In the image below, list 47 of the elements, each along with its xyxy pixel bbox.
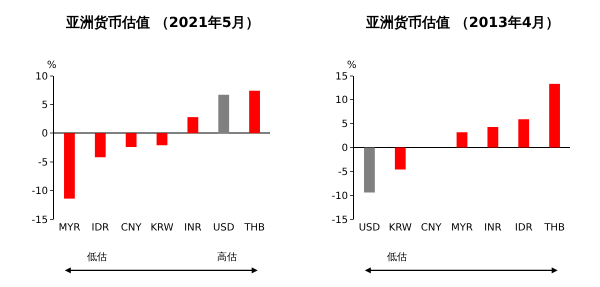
x-tick-label: MYR: [451, 222, 473, 234]
y-tick-label: 5: [342, 119, 348, 130]
y-tick-label: 15: [335, 71, 348, 82]
bar: [218, 94, 230, 134]
y-tick-label: 10: [35, 71, 48, 82]
bar: [456, 132, 468, 148]
text: 低估: [387, 252, 407, 263]
x-tick-label: USD: [213, 222, 235, 234]
bar: [64, 133, 75, 199]
x-tick-label: CNY: [120, 222, 142, 234]
y-tick-label: 0: [342, 143, 348, 154]
y-tick-label: -5: [338, 166, 348, 178]
y-tick-label: 5: [42, 100, 48, 111]
y-tick-label: 0: [42, 128, 48, 140]
x-tick-label: THB: [243, 222, 265, 234]
x-tick-label: USD: [358, 222, 380, 234]
bar: [364, 148, 375, 192]
bar: [156, 133, 168, 146]
x-tick-label: CNY: [420, 222, 442, 234]
bar: [94, 133, 106, 158]
x-tick-label: KRW: [388, 222, 412, 234]
text: 低估: [87, 252, 107, 263]
text: 高估: [217, 251, 237, 263]
y-tick-label: -15: [32, 214, 48, 226]
x-tick-label: KRW: [150, 222, 174, 234]
x-tick-label: INR: [184, 222, 202, 234]
y-tick-label: -5: [38, 157, 48, 168]
y-tick-label: 10: [335, 95, 348, 106]
bar: [249, 90, 260, 134]
bar: [549, 84, 560, 148]
bar: [394, 148, 406, 170]
y-tick-label: -10: [332, 190, 348, 202]
chart-title: 亚洲货币估值 （2013年4月）: [365, 14, 560, 31]
y-axis-title: %: [347, 60, 357, 71]
x-tick-label: IDR: [514, 222, 533, 234]
bar: [187, 117, 198, 134]
y-tick-label: -15: [332, 214, 348, 226]
bar: [126, 133, 137, 147]
chart-title: 亚洲货币估值 （2021年5月）: [65, 14, 260, 31]
bar: [487, 126, 498, 148]
x-tick-label: IDR: [91, 222, 110, 234]
y-axis-title: %: [47, 60, 57, 71]
y-tick-label: -10: [32, 186, 48, 198]
bar: [518, 119, 530, 148]
x-tick-label: THB: [543, 222, 565, 234]
x-tick-label: MYR: [58, 222, 80, 234]
x-tick-label: INR: [484, 222, 502, 234]
